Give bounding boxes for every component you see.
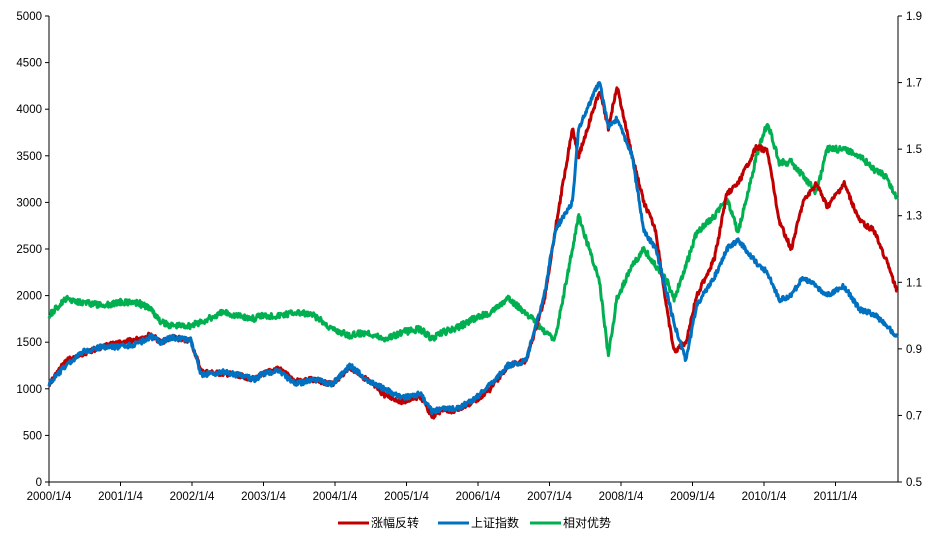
y-left-tick-label: 1000 <box>16 384 42 396</box>
series-line-2 <box>47 81 899 416</box>
y-left-tick-label: 0 <box>36 477 42 489</box>
chart-legend: 涨幅反转 上证指数 相对优势 <box>338 515 611 530</box>
legend-label: 相对优势 <box>563 516 611 530</box>
y-right-tick-label: 0.7 <box>906 410 922 422</box>
series-line-1 <box>47 86 898 420</box>
x-tick-label: 2011/1/4 <box>814 491 859 503</box>
legend-label: 涨幅反转 <box>371 515 419 530</box>
legend-label: 上证指数 <box>471 515 519 530</box>
y-right-tick-label: 0.5 <box>906 477 922 489</box>
chart-axes: 0 500 1000 1500 2000 2500 3000 3500 4000 4500 5000… <box>16 11 922 503</box>
x-tick-label: 2005/1/4 <box>384 491 429 503</box>
y-left-tick-label: 3500 <box>16 151 42 163</box>
x-tick-label: 2004/1/4 <box>313 491 358 503</box>
x-tick-label: 2006/1/4 <box>456 491 501 503</box>
y-right-tick-label: 0.9 <box>906 344 922 356</box>
x-tick-label: 2007/1/4 <box>527 491 572 503</box>
y-left-tick-label: 2500 <box>16 244 42 256</box>
y-left-tick-label: 3000 <box>16 197 42 209</box>
x-tick-label: 2001/1/4 <box>98 491 143 503</box>
y-right-tick-label: 1.1 <box>906 277 922 289</box>
y-left-tick-label: 4500 <box>16 58 42 70</box>
x-tick-label: 2003/1/4 <box>241 491 286 503</box>
x-tick-label: 2002/1/4 <box>170 491 215 503</box>
y-left-tick-label: 1500 <box>16 337 42 349</box>
x-tick-label: 2010/1/4 <box>742 491 787 503</box>
y-right-tick-label: 1.5 <box>906 144 922 156</box>
y-left-tick-label: 5000 <box>16 11 42 23</box>
y-right-tick-label: 1.3 <box>906 211 922 223</box>
y-left-tick-label: 500 <box>23 430 42 442</box>
y-right-tick-label: 1.9 <box>906 11 922 23</box>
x-tick-label: 2008/1/4 <box>599 491 644 503</box>
y-left-tick-label: 2000 <box>16 291 42 303</box>
y-left-tick-label: 4000 <box>16 104 42 116</box>
y-right-tick-label: 1.7 <box>906 78 922 90</box>
series-layer <box>47 81 899 420</box>
series-line-3 <box>47 123 899 358</box>
x-tick-label: 2000/1/4 <box>27 491 72 503</box>
x-tick-label: 2009/1/4 <box>670 491 715 503</box>
